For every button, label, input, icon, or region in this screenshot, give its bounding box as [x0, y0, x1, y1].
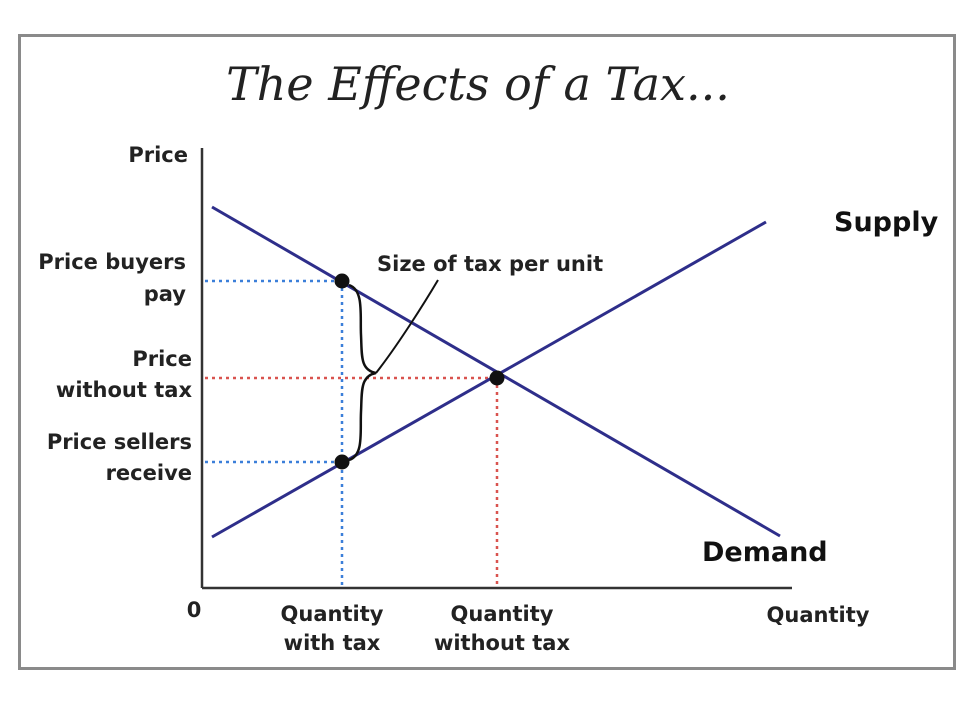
- no-tax-price-label-1: Price: [132, 347, 192, 371]
- demand-label: Demand: [702, 537, 828, 568]
- sellers-price-point: [335, 455, 350, 470]
- x-axis-label: Quantity: [767, 603, 870, 627]
- no-tax-price-label-2: without tax: [56, 378, 193, 402]
- origin-label: 0: [187, 598, 202, 622]
- quantity-without-tax-label-1: Quantity: [451, 602, 554, 626]
- tax-size-annotation: Size of tax per unit: [377, 252, 603, 276]
- y-axis-label: Price: [128, 143, 188, 167]
- sellers-price-label-2: receive: [106, 461, 192, 485]
- diagram-title: The Effects of a Tax...: [226, 57, 730, 111]
- buyers-price-label-2: pay: [144, 282, 187, 306]
- quantity-with-tax-label-2: with tax: [284, 631, 381, 655]
- quantity-without-tax-label-2: without tax: [434, 631, 571, 655]
- sellers-price-label-1: Price sellers: [47, 430, 192, 454]
- quantity-with-tax-label-1: Quantity: [281, 602, 384, 626]
- equilibrium-point: [490, 371, 505, 386]
- buyers-price-label-1: Price buyers: [38, 250, 186, 274]
- tax-brace: [349, 285, 376, 460]
- buyers-price-point: [335, 274, 350, 289]
- supply-label: Supply: [834, 207, 939, 238]
- tax-pointer: [376, 280, 438, 373]
